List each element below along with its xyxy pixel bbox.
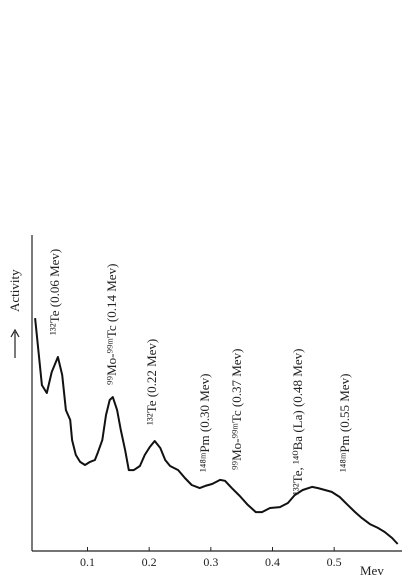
spectrum-line	[34, 317, 399, 545]
peak-annotation: ¹⁴⁸ᵐPm (0.55 Mev)	[337, 374, 352, 472]
x-axis-label: Mev	[360, 563, 384, 578]
peak-annotation: ⁹⁹Mo-⁹⁹ᵐTc (0.37 Mev)	[229, 349, 244, 470]
peak-annotation: ¹³²Te (0.22 Mev)	[144, 339, 159, 425]
y-arrow	[10, 328, 20, 358]
peak-annotation: ¹⁴⁸ᵐPm (0.30 Mev)	[197, 374, 212, 472]
x-tick-label: 0.1	[80, 555, 95, 569]
x-tick-label: 0.2	[142, 555, 157, 569]
x-tick-label: 0.5	[327, 555, 342, 569]
x-tick-label: 0.3	[203, 555, 218, 569]
x-tick-label: 0.4	[265, 555, 280, 569]
peak-annotation: ⁹⁹Mo-⁹⁹ᵐTc (0.14 Mev)	[104, 264, 119, 385]
peak-annotation: ¹³²Te (0.06 Mev)	[47, 249, 62, 335]
y-axis-label: Activity	[7, 269, 22, 312]
peak-annotation: ¹³²Te, ¹⁴⁰Ba (La) (0.48 Mev)	[290, 349, 305, 495]
